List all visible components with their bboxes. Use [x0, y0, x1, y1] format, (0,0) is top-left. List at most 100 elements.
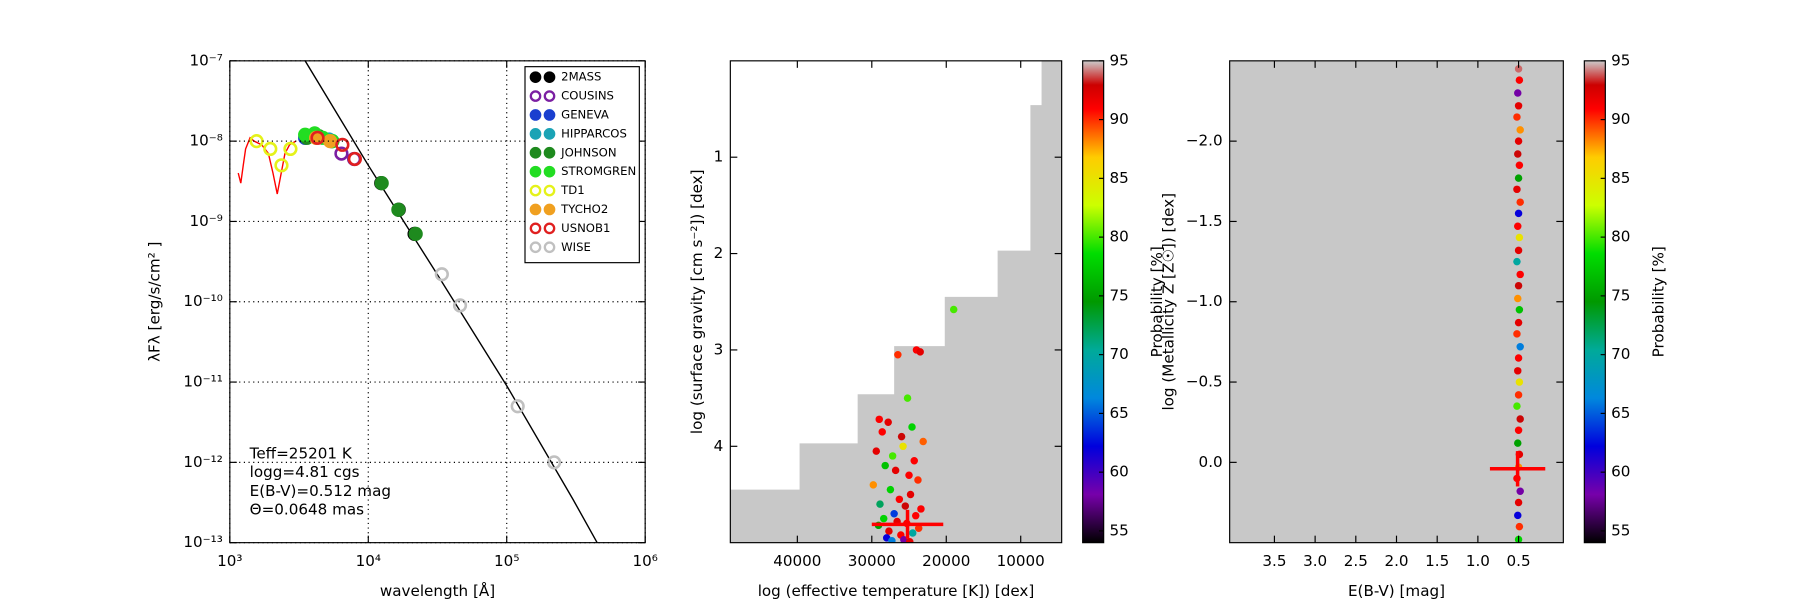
- point: [322, 134, 338, 149]
- x-tick-label: 40000: [773, 552, 821, 570]
- point: [916, 348, 924, 356]
- plot-data: [237, 60, 598, 543]
- point: [900, 536, 908, 543]
- colorbar-tick-label: 70: [1611, 345, 1630, 363]
- y-axis-label: log (Metallicity Z [Z☉]) [dex]: [1160, 193, 1178, 411]
- point: [914, 524, 923, 532]
- point: [1514, 281, 1523, 290]
- y-tick-label: −1.0: [1186, 292, 1223, 310]
- point: [391, 202, 406, 217]
- plot-frame: [729, 60, 1063, 544]
- point: [891, 466, 900, 475]
- x-tick-label: 10⁴: [356, 552, 381, 570]
- point: [1514, 439, 1522, 447]
- point: [1514, 354, 1523, 362]
- point: [875, 415, 883, 424]
- point: [895, 495, 904, 504]
- point: [1513, 402, 1521, 410]
- point: [888, 537, 896, 543]
- y-tick-label: 10⁻⁹: [189, 212, 222, 230]
- y-tick-label: 10⁻¹¹: [183, 373, 222, 391]
- point: [878, 428, 886, 436]
- legend-marker: [529, 222, 542, 235]
- legend-label: HIPPARCOS: [561, 126, 627, 140]
- colorbar-tick-label: 65: [1611, 404, 1630, 422]
- point: [1514, 174, 1523, 182]
- colorbar-tick-label: 85: [1611, 169, 1630, 187]
- point: [917, 505, 925, 513]
- annotation: E(B-V)=0.512 mag: [250, 482, 391, 500]
- point: [876, 500, 884, 508]
- legend-marker: [543, 146, 556, 159]
- point: [1515, 76, 1524, 84]
- point: [949, 305, 958, 314]
- point: [510, 399, 525, 414]
- point: [1516, 342, 1524, 351]
- point: [1515, 233, 1524, 242]
- point: [1514, 137, 1523, 145]
- colorbar-tick-label: 55: [1611, 521, 1630, 539]
- colorbar-tick-label: 80: [1611, 228, 1630, 246]
- x-tick-label: 2.0: [1384, 552, 1408, 570]
- point: [374, 176, 389, 191]
- legend-marker: [529, 146, 542, 159]
- y-tick-label: 3: [714, 340, 724, 358]
- point: [897, 432, 906, 441]
- legend-marker: [529, 165, 542, 178]
- y-tick-label: −1.5: [1186, 212, 1223, 230]
- point: [885, 527, 893, 535]
- colorbar-tick-label: 75: [1110, 286, 1129, 304]
- colorbar-tick-label: 60: [1611, 463, 1630, 481]
- y-tick-label: 1: [714, 148, 724, 166]
- legend-label: STROMGREN: [561, 164, 636, 178]
- x-tick-label: 10⁵: [494, 552, 519, 570]
- x-tick-label: 10³: [217, 552, 242, 570]
- x-tick-label: 3.0: [1303, 552, 1327, 570]
- point: [1514, 102, 1523, 110]
- point: [1514, 65, 1523, 73]
- colorbar-label: Probability [%]: [1650, 246, 1668, 357]
- x-tick-label: 1.0: [1466, 552, 1490, 570]
- y-tick-label: −0.5: [1186, 373, 1223, 391]
- legend-label: JOHNSON: [560, 145, 616, 159]
- colorbar-tick-label: 65: [1110, 404, 1129, 422]
- point: [1515, 161, 1524, 169]
- point: [1514, 150, 1522, 158]
- point: [1513, 113, 1521, 121]
- point: [334, 146, 349, 161]
- colorbar-tick-label: 70: [1110, 345, 1129, 363]
- legend-marker: [543, 222, 556, 235]
- point: [905, 471, 913, 479]
- x-tick-label: 0.5: [1507, 552, 1531, 570]
- legend-marker: [543, 90, 556, 102]
- point: [919, 437, 927, 446]
- x-tick-label: 30000: [848, 552, 896, 570]
- point: [872, 447, 881, 455]
- annotation: Teff=25201 K: [249, 444, 353, 462]
- point: [1514, 209, 1523, 218]
- legend-marker: [543, 203, 556, 216]
- point: [1516, 487, 1524, 496]
- legend-marker: [543, 128, 556, 140]
- y-axis-label: log (surface gravity [cm s⁻²]) [dex]: [688, 169, 706, 434]
- legend-marker: [543, 241, 556, 254]
- y-tick-label: 4: [714, 437, 724, 455]
- legend-label: COUSINS: [561, 89, 614, 103]
- legend-marker: [529, 128, 542, 140]
- plot-frame: [1229, 60, 1564, 544]
- point: [1514, 222, 1522, 230]
- legend-marker: [529, 109, 542, 121]
- point: [884, 418, 892, 426]
- colorbar-tick-label: 95: [1611, 51, 1630, 69]
- point: [1513, 185, 1521, 194]
- y-tick-label: 10⁻⁷: [189, 51, 222, 69]
- point: [894, 351, 902, 359]
- point: [263, 141, 278, 157]
- line: [304, 60, 598, 543]
- x-tick-label: 10000: [997, 552, 1045, 570]
- point: [1514, 511, 1522, 520]
- point: [903, 394, 912, 402]
- legend-label: TYCHO2: [560, 202, 608, 216]
- y-tick-label: 2: [714, 244, 724, 262]
- legend-label: 2MASS: [561, 70, 601, 84]
